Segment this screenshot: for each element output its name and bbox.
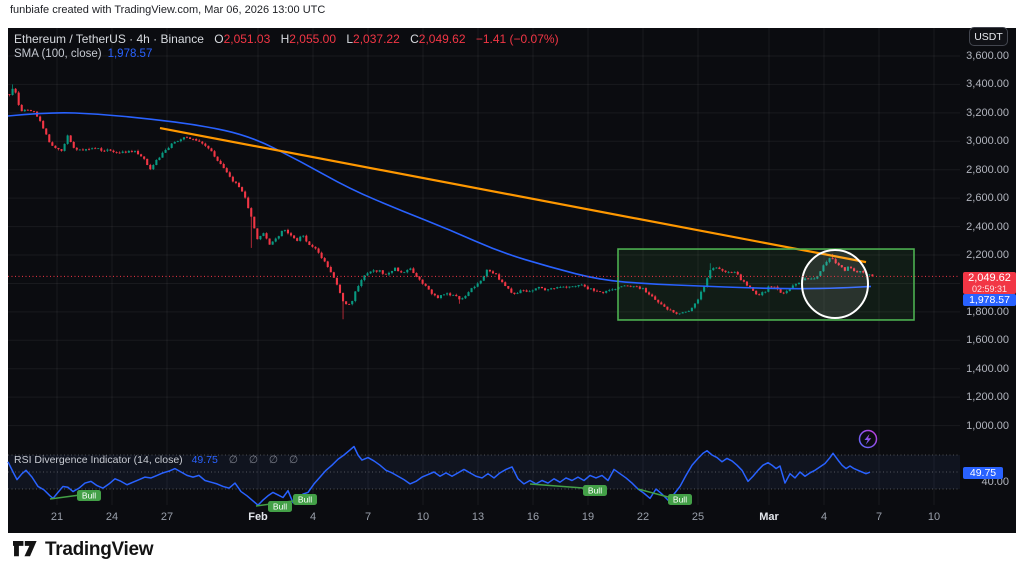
last-price-label: 2,049.62 02:59:31 (963, 272, 1016, 294)
close-prefix: C (410, 32, 419, 46)
price-tick-label: 1,000.00 (966, 419, 1009, 432)
price-tick-label: 1,200.00 (966, 391, 1009, 404)
price-tick-label: 1,400.00 (966, 362, 1009, 375)
bar-countdown: 02:59:31 (971, 284, 1008, 294)
open-prefix: O (214, 32, 224, 46)
rsi-title: RSI Divergence Indicator (14, close) (14, 454, 183, 466)
currency-toggle-button[interactable]: USDT (969, 27, 1008, 46)
attribution-text: funbiafe created with TradingView.com, M… (10, 4, 326, 16)
rsi-current-value: 49.75 (191, 454, 218, 466)
time-tick-label: 4 (820, 511, 828, 523)
time-tick-label: 10 (416, 511, 430, 523)
last-price-value: 2,049.62 (968, 272, 1011, 284)
symbol-title: Ethereum / TetherUS · 4h · Binance (14, 32, 204, 46)
high-value: 2,055.00 (289, 32, 337, 46)
high-prefix: H (280, 32, 290, 46)
time-tick-label: 24 (105, 511, 119, 523)
time-tick-label: 19 (581, 511, 595, 523)
price-tick-label: 3,400.00 (966, 78, 1009, 91)
time-tick-label: 7 (875, 511, 883, 523)
time-tick-label: Mar (759, 511, 779, 523)
time-tick-label: 27 (160, 511, 174, 523)
price-tick-label: 2,200.00 (966, 249, 1009, 261)
price-tick-label: 3,600.00 (966, 50, 1009, 62)
time-tick-label: 16 (526, 511, 540, 523)
time-tick-label: 13 (471, 511, 485, 523)
time-tick-label: 7 (364, 511, 372, 523)
rsi-value-label: 49.75 (963, 467, 1003, 479)
sma-label: SMA (100, close) (14, 48, 102, 60)
close-value: 2,049.62 (418, 32, 466, 46)
footer-logo[interactable]: TradingView (13, 539, 154, 561)
price-tick-label: 3,000.00 (966, 135, 1009, 148)
price-tick-label: 1,600.00 (966, 334, 1009, 347)
tradingview-wordmark: TradingView (45, 539, 154, 560)
change-value: −1.41 (−0.07%) (475, 32, 559, 46)
low-prefix: L (346, 32, 354, 46)
open-value: 2,051.03 (223, 32, 271, 46)
sma-value: 1,978.57 (107, 48, 153, 60)
price-tick-label: 2,600.00 (966, 192, 1009, 205)
tradingview-logo-icon (13, 540, 37, 557)
price-tick-label: 1,800.00 (966, 305, 1009, 318)
rsi-empty-values: ∅ ∅ ∅ ∅ (228, 454, 303, 466)
price-tick-label: 3,200.00 (966, 106, 1009, 119)
time-tick-label: 25 (691, 511, 705, 523)
time-tick-label: 4 (309, 511, 317, 523)
time-tick-label: 22 (636, 511, 650, 523)
price-tick-label: 2,400.00 (966, 220, 1009, 233)
sma-price-label: 1,978.57 (963, 294, 1016, 306)
sma-legend[interactable]: SMA (100, close) 1,978.57 (14, 48, 152, 60)
low-value: 2,037.22 (353, 32, 400, 46)
symbol-legend[interactable]: Ethereum / TetherUS · 4h · Binance O2,05… (14, 32, 559, 46)
rsi-indicator-legend[interactable]: RSI Divergence Indicator (14, close) 49.… (14, 454, 302, 466)
time-tick-label: Feb (248, 511, 268, 523)
price-tick-label: 2,800.00 (966, 163, 1009, 176)
time-tick-label: 10 (927, 511, 941, 523)
time-tick-label: 21 (50, 511, 64, 523)
